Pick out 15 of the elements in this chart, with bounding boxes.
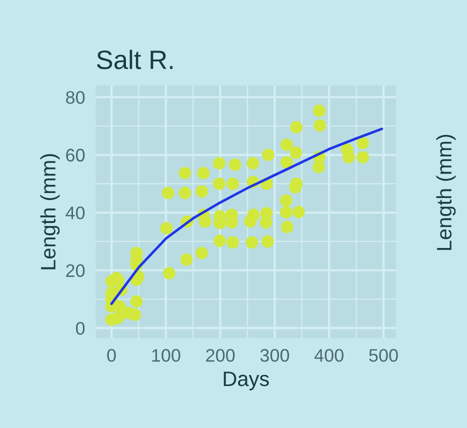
y-tick-label: 0 [76, 322, 85, 335]
x-tick-label: 200 [206, 349, 235, 362]
text: Length (mm) [436, 134, 456, 250]
x-tick-label: 100 [152, 349, 180, 362]
x-axis-title: Days [224, 372, 269, 390]
x-tick-label: 0 [107, 349, 116, 362]
x-tick-label: 400 [314, 349, 344, 362]
x-tick-label: 500 [369, 349, 398, 362]
y-tick-label: 40 [66, 206, 85, 220]
y-axis-title: Length (mm) [40, 154, 60, 270]
chart-title: Salt R. [96, 50, 173, 70]
y-tick-label: 20 [66, 264, 85, 278]
x-tick-label: 300 [260, 349, 290, 362]
y-tick-label: 80 [66, 91, 85, 104]
y-tick-label: 60 [66, 148, 85, 162]
